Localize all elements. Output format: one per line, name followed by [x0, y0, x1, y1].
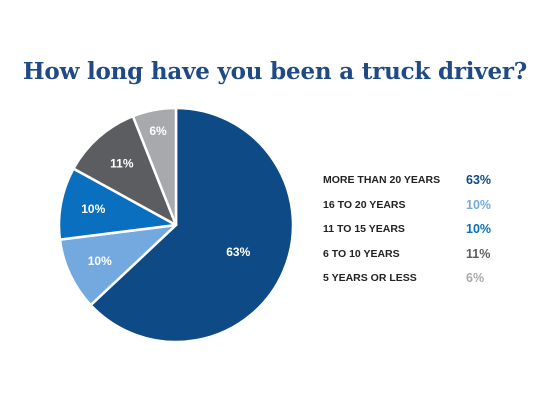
pie-slice-label: 63%: [226, 245, 250, 259]
chart-legend: MORE THAN 20 YEARS 63% 16 TO 20 YEARS 10% 11…: [323, 168, 503, 291]
chart-title: How long have you been a truck driver?: [22, 58, 528, 85]
legend-label: 11 TO 15 YEARS: [323, 223, 405, 235]
pie-slices: [57, 106, 295, 344]
legend-entry: 11 TO 15 YEARS 10%: [323, 217, 503, 242]
legend-entry: 6 TO 10 YEARS 11%: [323, 242, 503, 267]
pie-slice: [89, 106, 295, 344]
legend-entry: 16 TO 20 YEARS 10%: [323, 193, 503, 218]
pie-slice: [58, 223, 178, 307]
pie-slice-label: 10%: [88, 254, 112, 268]
pie-slice-label: 11%: [110, 157, 134, 171]
pie-slice-labels: 63% 10% 10% 11% 6%: [81, 124, 250, 268]
pie-slice: [131, 106, 178, 227]
legend-value: 63%: [466, 173, 492, 187]
legend-label: 5 YEARS OR LESS: [323, 272, 417, 284]
legend-value: 10%: [466, 222, 492, 236]
legend-value: 11%: [466, 246, 491, 261]
pie-slice-label: 6%: [149, 124, 167, 138]
legend-entry: 5 YEARS OR LESS 6%: [323, 266, 503, 291]
pie-slice: [57, 167, 178, 241]
legend-entry: MORE THAN 20 YEARS 63%: [323, 168, 503, 193]
legend-label: 16 TO 20 YEARS: [323, 198, 406, 211]
legend-value: 10%: [466, 197, 492, 212]
pie-slice-label: 10%: [81, 202, 105, 216]
legend-value: 6%: [466, 271, 485, 285]
legend-label: 6 TO 10 YEARS: [323, 247, 400, 260]
pie-slice: [72, 114, 178, 227]
legend-label: MORE THAN 20 YEARS: [323, 174, 441, 186]
